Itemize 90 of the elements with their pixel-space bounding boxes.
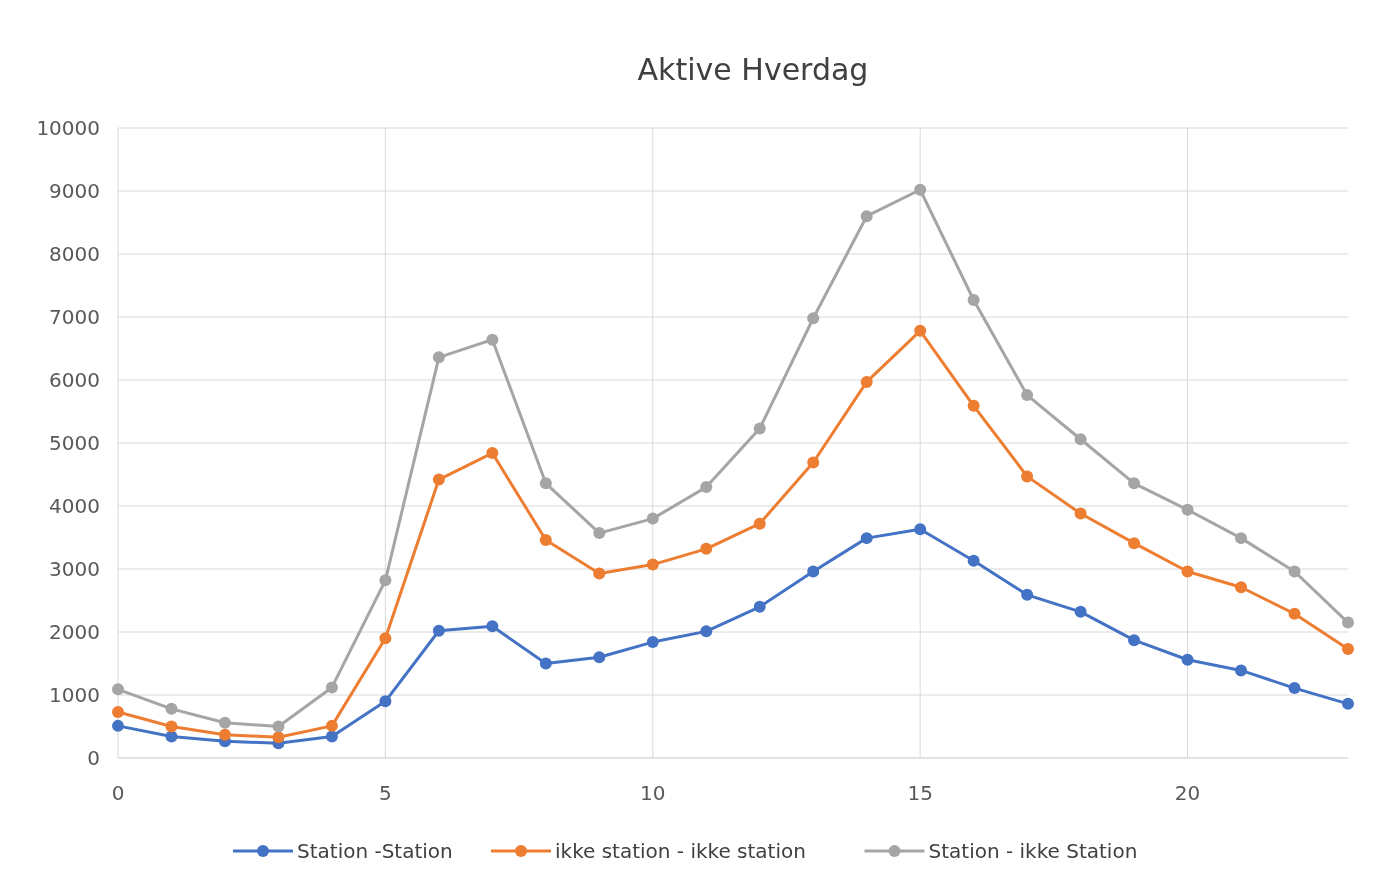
x-tick-label: 20 (1174, 781, 1201, 805)
point (1128, 477, 1141, 490)
point (1235, 532, 1248, 545)
y-tick-label: 3000 (49, 557, 100, 581)
point (1342, 616, 1354, 629)
point (539, 477, 552, 490)
point (1288, 565, 1301, 578)
legend-label: Station - ikke Station (928, 839, 1138, 863)
y-tick-label: 1000 (49, 683, 100, 707)
point (272, 731, 285, 744)
point (539, 657, 552, 670)
point (325, 681, 338, 694)
y-tick-label: 6000 (49, 368, 100, 392)
point (700, 481, 713, 494)
point (1074, 433, 1087, 446)
point (807, 565, 820, 578)
point (646, 558, 659, 571)
legend-label: ikke station - ikke station (555, 839, 806, 863)
point (379, 574, 392, 587)
point (753, 422, 766, 435)
point (486, 333, 499, 346)
x-tick-label: 0 (111, 781, 125, 805)
point (165, 702, 178, 715)
point (860, 532, 873, 545)
point (486, 447, 499, 460)
point (914, 523, 927, 536)
point (807, 312, 820, 325)
legend-label: Station -Station (297, 839, 453, 863)
y-tick-label: 5000 (49, 431, 100, 455)
point (1181, 503, 1194, 516)
y-tick-label: 0 (87, 746, 100, 770)
point (967, 293, 980, 306)
point (1021, 389, 1034, 402)
point (1181, 565, 1194, 578)
point (218, 728, 231, 741)
point (486, 620, 499, 633)
point (914, 183, 927, 196)
point (860, 210, 873, 223)
point (112, 683, 124, 696)
y-tick-label: 10000 (36, 116, 100, 140)
point (165, 730, 178, 743)
point (1288, 607, 1301, 620)
point (967, 399, 980, 412)
point (914, 324, 927, 337)
point (1342, 697, 1354, 710)
point (593, 651, 606, 664)
point (1235, 664, 1248, 677)
x-tick-label: 10 (640, 781, 666, 805)
point (1128, 537, 1141, 550)
point (1342, 643, 1354, 656)
point (1288, 682, 1301, 695)
x-tick-label: 5 (379, 781, 392, 805)
point (539, 534, 552, 547)
point (967, 554, 980, 567)
point (1074, 605, 1087, 618)
point (807, 456, 820, 469)
point (272, 720, 285, 733)
point (646, 512, 659, 525)
y-tick-label: 2000 (49, 620, 100, 644)
point (379, 632, 392, 645)
point (218, 716, 231, 729)
point (1021, 588, 1034, 601)
chart-title: Aktive Hverdag (637, 52, 869, 87)
point (700, 542, 713, 555)
point (860, 375, 873, 388)
point (379, 695, 392, 708)
point (432, 473, 445, 486)
point (753, 517, 766, 530)
point (1074, 507, 1087, 520)
point (112, 719, 124, 732)
y-tick-label: 8000 (49, 242, 100, 266)
point (700, 625, 713, 638)
point (112, 706, 124, 719)
point (432, 351, 445, 364)
point (165, 720, 178, 733)
point (646, 636, 659, 649)
point (325, 730, 338, 743)
y-tick-label: 7000 (49, 305, 100, 329)
point (593, 527, 606, 540)
point (753, 600, 766, 613)
point (1021, 470, 1034, 483)
point (432, 624, 445, 637)
point (593, 567, 606, 580)
y-tick-label: 4000 (49, 494, 100, 518)
point (1128, 634, 1141, 647)
point (325, 719, 338, 732)
point (1181, 653, 1194, 666)
point (1235, 581, 1248, 594)
y-tick-label: 9000 (49, 179, 100, 203)
x-tick-label: 15 (907, 781, 933, 805)
